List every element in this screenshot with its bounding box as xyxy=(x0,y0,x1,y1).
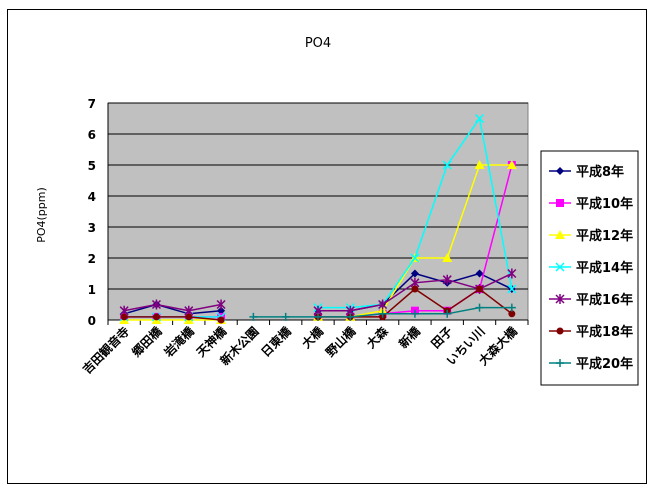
series-7 xyxy=(249,303,516,321)
data-point xyxy=(475,303,484,312)
series-line xyxy=(124,316,222,321)
legend-marker xyxy=(556,167,564,175)
legend-label: 平成14年 xyxy=(576,260,633,276)
data-point xyxy=(442,274,452,285)
legend-label: 平成18年 xyxy=(576,324,633,340)
data-point xyxy=(346,312,355,321)
legend-label: 平成16年 xyxy=(576,292,633,308)
data-point xyxy=(411,285,419,293)
data-point xyxy=(314,312,322,321)
series-line xyxy=(123,303,222,315)
legend-label: 平成10年 xyxy=(576,196,633,212)
data-point xyxy=(508,310,516,318)
x-tick-label: 野山橋 xyxy=(322,323,359,360)
data-point xyxy=(507,284,517,294)
data-point xyxy=(120,313,128,321)
y-tick-label: 2 xyxy=(88,252,96,266)
data-point xyxy=(442,160,452,170)
legend-marker xyxy=(556,199,564,207)
data-point xyxy=(442,253,453,262)
data-point xyxy=(506,160,517,169)
data-point xyxy=(476,285,484,293)
data-point xyxy=(152,313,160,321)
y-tick-label: 1 xyxy=(88,283,96,297)
y-tick-label: 3 xyxy=(88,221,96,235)
x-tick-label: 郷田橋 xyxy=(129,323,166,360)
data-point xyxy=(249,312,258,321)
legend-item: 平成16年 xyxy=(549,292,633,308)
legend-item: 平成10年 xyxy=(549,196,633,212)
legend-item: 平成20年 xyxy=(549,356,633,372)
data-point xyxy=(443,309,452,318)
data-point xyxy=(475,113,485,124)
legend-marker xyxy=(555,294,565,304)
data-point xyxy=(151,299,161,310)
legend-label: 平成8年 xyxy=(576,164,624,180)
data-point xyxy=(474,160,485,169)
data-point xyxy=(410,253,420,263)
chart-title: PO4 xyxy=(305,36,331,51)
legend-marker xyxy=(556,327,564,335)
x-tick-label: 岩滝橋 xyxy=(160,323,197,360)
legend-marker xyxy=(555,230,565,239)
legend-box xyxy=(540,150,639,386)
legend-item: 平成14年 xyxy=(549,260,633,276)
data-point xyxy=(281,312,290,321)
data-point xyxy=(185,313,193,321)
data-point xyxy=(216,299,226,310)
y-axis-label: PO4(ppm) xyxy=(35,187,48,243)
y-tick-label: 7 xyxy=(88,97,96,111)
data-point xyxy=(217,316,225,324)
legend-marker xyxy=(556,359,564,367)
x-tick-label: 大森 xyxy=(363,323,391,351)
data-point xyxy=(217,306,226,315)
data-point xyxy=(475,269,484,278)
x-tick-label: 日東橋 xyxy=(258,323,295,360)
y-tick-label: 6 xyxy=(88,128,96,142)
legend-item: 平成8年 xyxy=(549,164,624,180)
data-point xyxy=(378,299,388,310)
plot-background xyxy=(107,102,529,321)
data-point xyxy=(410,309,419,318)
x-tick-label: 吉田観音寺 xyxy=(79,324,132,377)
series-line xyxy=(124,303,222,312)
legend-label: 平成12年 xyxy=(576,228,633,244)
y-tick-label: 0 xyxy=(88,314,96,328)
legend-item: 平成18年 xyxy=(549,324,633,340)
x-tick-label: 新橋 xyxy=(395,323,423,351)
x-tick-label: 田子 xyxy=(428,324,455,351)
legend-marker xyxy=(555,262,565,272)
y-tick-label: 5 xyxy=(88,159,96,173)
legend-label: 平成20年 xyxy=(576,356,633,372)
y-tick-label: 4 xyxy=(88,190,96,204)
legend-item: 平成12年 xyxy=(549,228,633,244)
data-point xyxy=(507,303,516,312)
x-tick-label: 大橋 xyxy=(299,323,327,351)
data-point xyxy=(507,268,517,279)
data-point xyxy=(410,269,419,278)
data-point xyxy=(378,309,387,318)
